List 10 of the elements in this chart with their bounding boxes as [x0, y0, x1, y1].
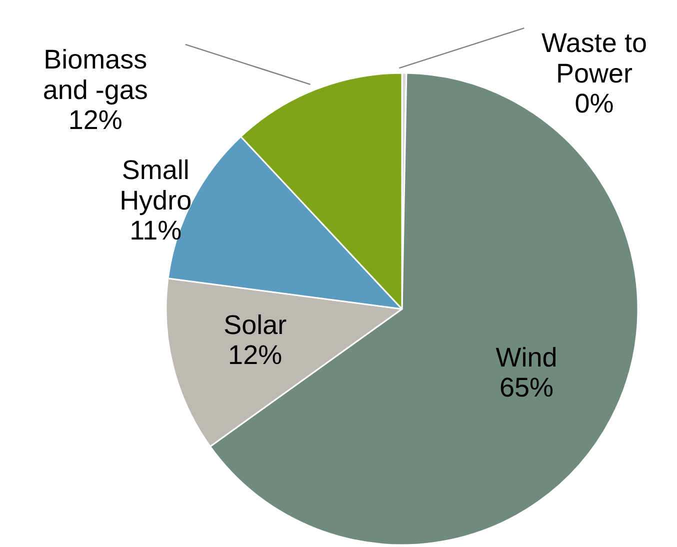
data-label: 65%	[499, 372, 554, 403]
slice-label: Waste to Power	[541, 28, 647, 88]
slice-label: Small Hydro	[120, 155, 192, 216]
data-label: 11%	[130, 216, 182, 246]
data-label: 12%	[68, 105, 122, 136]
slice-label: Biomass and -gas	[42, 44, 148, 105]
slice-label: Solar	[224, 310, 287, 340]
data-label: 12%	[228, 340, 282, 370]
data-label: 0%	[574, 88, 614, 119]
slice-label: Wind	[496, 342, 558, 372]
